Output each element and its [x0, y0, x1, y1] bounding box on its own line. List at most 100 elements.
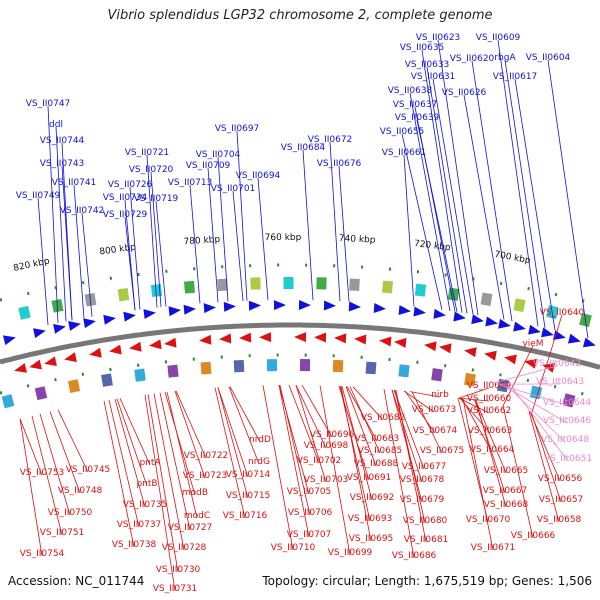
- forward-gene-label: VS_II0637: [393, 100, 438, 110]
- forward-gene-arrow: [143, 309, 156, 320]
- reverse-gene-label: VS_II0696: [310, 430, 355, 440]
- feature-block: [431, 368, 443, 382]
- feature-block: [398, 364, 410, 378]
- leader-line: [174, 390, 206, 479]
- feature-block: [233, 359, 245, 373]
- forward-gene-arrow: [248, 300, 261, 311]
- feature-block: [562, 393, 576, 408]
- leader-line: [279, 384, 311, 516]
- feature-block: [414, 283, 427, 297]
- reverse-gene-label: VS_II0714: [226, 470, 271, 480]
- reverse-gene-label: VS_II0754: [20, 549, 65, 559]
- leader-line: [103, 400, 135, 548]
- forward-gene-arrow: [513, 321, 526, 332]
- reverse-gene-label: VS_II0698: [304, 441, 349, 451]
- reverse-gene-arrow: [109, 344, 122, 355]
- leader-line: [37, 197, 49, 326]
- forward-gene-arrow: [567, 333, 581, 344]
- feature-block: [1, 394, 15, 409]
- reverse-gene-label: VS_II0745: [66, 465, 111, 475]
- reverse-gene-label: VS_II0665: [484, 466, 529, 476]
- reverse-gene-label: VS_II0681: [404, 535, 449, 545]
- reverse-gene-label: VS_II0663: [468, 426, 513, 436]
- feature-block: [365, 361, 377, 375]
- reverse-gene-label: VS_II0705: [287, 487, 332, 497]
- reverse-gene-arrow: [14, 363, 28, 373]
- reverse-gene-label: VS_II0664: [470, 445, 515, 455]
- reverse-gene-label: VS_II0671: [471, 543, 516, 553]
- feature-block: [266, 359, 278, 372]
- leader-line: [73, 184, 85, 319]
- reverse-gene-label: modC: [184, 511, 210, 521]
- leader-line: [262, 385, 294, 551]
- leader-line: [146, 154, 158, 308]
- tick-label: 760 kbp: [265, 233, 302, 243]
- forward-gene-arrow: [203, 303, 216, 314]
- leader-line: [409, 391, 441, 398]
- leader-line: [217, 156, 229, 302]
- leader-line: [295, 384, 327, 483]
- reverse-gene-label: VS_II0640: [540, 308, 585, 318]
- leader-line: [547, 59, 589, 339]
- leader-line: [144, 394, 176, 592]
- forward-gene-arrow: [103, 314, 116, 325]
- leader-line: [19, 418, 43, 557]
- reverse-gene-label: yieM: [522, 339, 543, 349]
- leader-line: [175, 390, 207, 459]
- forward-gene-label: VS_II0661: [382, 148, 427, 158]
- leader-line: [116, 398, 148, 487]
- reverse-gene-label: VS_II0723: [183, 471, 228, 481]
- reverse-gene-label: VS_II0735: [123, 500, 168, 510]
- leader-line: [129, 186, 141, 310]
- reverse-gene-label: VS_II0703: [304, 475, 349, 485]
- guide-ring-1: [0, 353, 600, 401]
- reverse-gene-arrow: [504, 354, 517, 365]
- reverse-gene-label: VS_II0722: [184, 451, 229, 461]
- forward-gene-label: VS_II0609: [476, 33, 521, 43]
- reverse-gene-label: VS_II0662: [467, 406, 512, 416]
- leader-line: [458, 387, 490, 399]
- leader-line: [19, 418, 43, 476]
- reverse-gene-label: VS_II0686: [392, 551, 437, 561]
- tick-label: 700 kbp: [493, 250, 531, 266]
- forward-gene-label: VS_II0635: [400, 43, 445, 53]
- leader-line: [338, 165, 350, 302]
- leader-line: [257, 177, 269, 301]
- leader-line: [61, 165, 73, 321]
- reverse-gene-label: VS_II0692: [350, 493, 395, 503]
- forward-gene-label: VS_II0694: [236, 171, 281, 181]
- reverse-gene-label: VS_II0715: [226, 491, 271, 501]
- forward-gene-arrow: [2, 335, 16, 346]
- feature-block: [382, 280, 393, 294]
- reverse-gene-arrow: [464, 347, 477, 358]
- forward-gene-label: VS_II0734: [103, 193, 148, 203]
- reverse-gene-label: VS_II0730: [156, 565, 201, 575]
- leader-line: [153, 393, 185, 551]
- reverse-gene-arrow: [29, 359, 42, 370]
- feature-block: [101, 373, 113, 387]
- reverse-gene-arrow: [439, 343, 452, 354]
- reverse-gene-arrow: [542, 362, 555, 373]
- forward-gene-label: VS_II0719: [134, 194, 179, 204]
- reverse-gene-arrow: [524, 358, 537, 369]
- feature-block: [513, 298, 526, 313]
- leader-line: [491, 365, 558, 384]
- forward-gene-label: VS_II0697: [215, 124, 260, 134]
- leader-line: [530, 411, 562, 503]
- reverse-gene-arrow: [199, 334, 212, 345]
- leader-line: [329, 141, 341, 302]
- leader-line: [395, 390, 427, 543]
- reverse-gene-label: VS_II0688: [354, 459, 399, 469]
- forward-gene-arrow: [123, 311, 136, 322]
- leader-line: [458, 397, 490, 402]
- feature-block: [217, 278, 228, 292]
- forward-gene-label: VS_II0726: [108, 180, 153, 190]
- reverse-gene-label: pntB: [136, 479, 157, 489]
- tick-label: 740 kbp: [339, 234, 376, 246]
- leader-line: [401, 133, 443, 310]
- reverse-gene-arrow: [379, 336, 392, 347]
- tick-label: 780 kbp: [183, 235, 221, 248]
- leader-line: [288, 384, 320, 464]
